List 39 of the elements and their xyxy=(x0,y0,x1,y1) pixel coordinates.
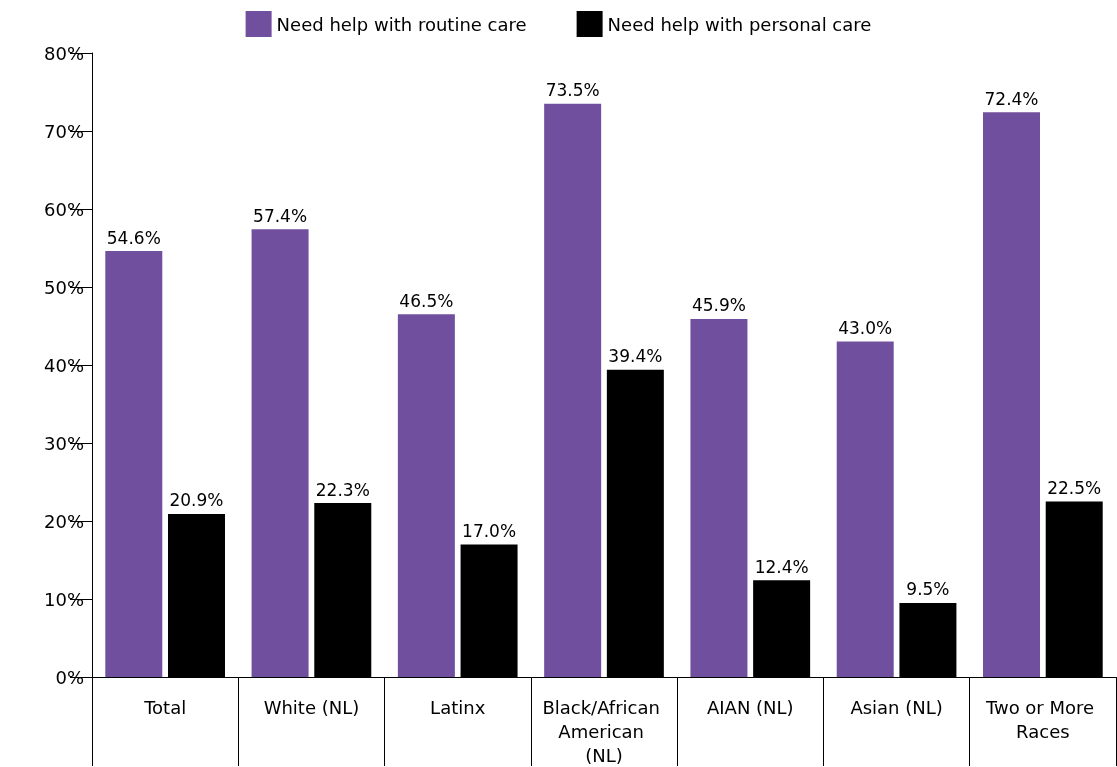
data-label: 22.5% xyxy=(1047,478,1102,498)
bar xyxy=(544,103,602,677)
data-label: 57.4% xyxy=(253,205,308,226)
bar xyxy=(983,112,1041,677)
x-tick-label: Two or More Races xyxy=(984,696,1100,742)
data-label: 20.9% xyxy=(169,490,224,511)
bar xyxy=(836,341,894,677)
x-tick-label: Asian (NL) xyxy=(850,696,943,718)
x-tick-label: Black/African American (NL) xyxy=(542,696,666,766)
data-label: 9.5% xyxy=(906,579,950,600)
y-tick-label: 60% xyxy=(43,198,84,220)
y-tick-label: 40% xyxy=(43,354,84,376)
bar xyxy=(105,251,163,677)
y-tick-label: 80% xyxy=(43,42,84,64)
legend-label: Need help with personal care xyxy=(607,13,872,35)
x-tick-label: AIAN (NL) xyxy=(706,696,794,718)
bar xyxy=(690,318,748,677)
data-label: 22.3% xyxy=(315,479,370,500)
legend-label: Need help with routine care xyxy=(276,13,527,35)
y-tick-label: 30% xyxy=(43,432,84,454)
data-label: 43.0% xyxy=(838,318,893,339)
y-tick-label: 50% xyxy=(43,276,84,298)
y-tick-label: 70% xyxy=(43,120,84,142)
data-label: 45.9% xyxy=(691,295,746,316)
x-tick-label: White (NL) xyxy=(263,696,360,718)
data-label: 73.5% xyxy=(545,80,600,101)
x-tick-label: Total xyxy=(143,696,187,718)
data-label: 17.0% xyxy=(462,520,517,541)
data-label: 39.4% xyxy=(608,346,663,367)
data-label: 54.6% xyxy=(106,227,161,248)
bar xyxy=(251,229,309,677)
y-tick-label: 0% xyxy=(55,666,84,688)
data-label: 12.4% xyxy=(754,556,809,577)
x-tick-label: Latinx xyxy=(430,696,486,718)
data-label: 46.5% xyxy=(399,290,454,311)
y-tick-label: 20% xyxy=(43,510,84,532)
y-tick-label: 10% xyxy=(43,588,84,610)
bar xyxy=(397,314,455,677)
data-label: 72.4% xyxy=(984,88,1039,109)
